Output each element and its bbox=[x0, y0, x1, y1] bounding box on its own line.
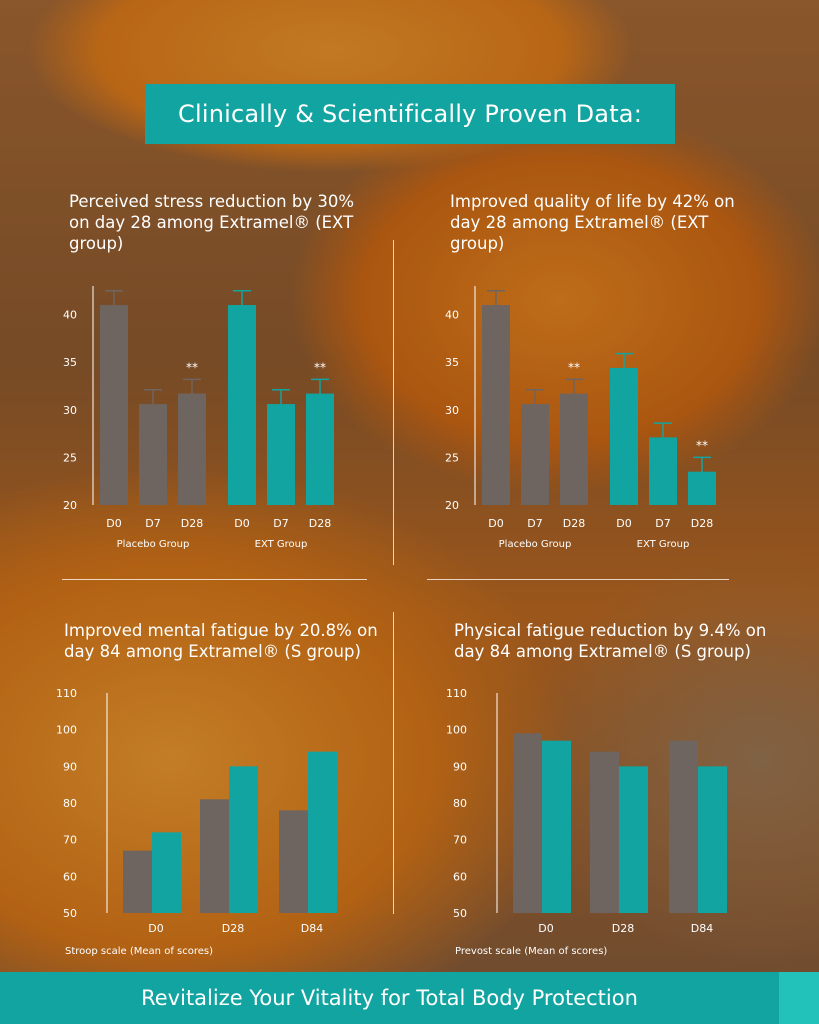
y-tick-label: 35 bbox=[63, 356, 77, 369]
bar bbox=[610, 367, 638, 505]
mental-chart-title: Improved mental fatigue by 20.8% on day … bbox=[64, 621, 378, 661]
x-tick-label: D7 bbox=[527, 517, 542, 530]
significance-marker: ** bbox=[568, 360, 580, 374]
y-tick-label: 40 bbox=[445, 309, 459, 322]
y-tick-label: 60 bbox=[63, 870, 77, 883]
y-tick-label: 35 bbox=[445, 356, 459, 369]
physical-chart-title: Physical fatigue reduction by 9.4% on da… bbox=[454, 621, 767, 661]
x-tick-label: D28 bbox=[181, 517, 203, 530]
x-tick-label: D7 bbox=[145, 517, 160, 530]
bar bbox=[542, 740, 571, 913]
y-tick-label: 100 bbox=[56, 724, 77, 737]
x-tick-label: D0 bbox=[538, 922, 553, 935]
x-tick-label: D28 bbox=[563, 517, 585, 530]
bar bbox=[139, 404, 167, 505]
group-label-ext: EXT Group bbox=[255, 539, 308, 550]
physical-chart: 50 60 70 80 90 100 110 D0 D28 D84 Prevost scale (M… bbox=[446, 687, 727, 957]
y-tick-label: 20 bbox=[445, 499, 459, 512]
bar bbox=[649, 437, 677, 505]
significance-marker: ** bbox=[314, 360, 326, 374]
bar bbox=[228, 305, 256, 505]
y-tick-label: 80 bbox=[63, 797, 77, 810]
x-tick-label: D7 bbox=[273, 517, 288, 530]
bar bbox=[619, 766, 648, 913]
divider-right-horizontal bbox=[427, 579, 729, 580]
bar bbox=[521, 404, 549, 505]
significance-marker: ** bbox=[186, 360, 198, 374]
quality-chart: 20 25 30 35 40 D0 D7 ** D28 D0 D7 ** D28 Placebo Grou… bbox=[445, 286, 716, 550]
bar bbox=[200, 799, 229, 913]
bar bbox=[482, 305, 510, 505]
header-title: Clinically & Scientifically Proven Data: bbox=[145, 84, 675, 144]
y-tick-label: 110 bbox=[446, 687, 467, 700]
y-tick-label: 90 bbox=[453, 760, 467, 773]
divider-left-horizontal bbox=[62, 579, 367, 580]
y-tick-label: 70 bbox=[453, 834, 467, 847]
bar bbox=[123, 850, 152, 913]
group-label-placebo: Placebo Group bbox=[117, 539, 190, 550]
quality-chart-title: Improved quality of life by 42% on day 2… bbox=[450, 192, 735, 253]
y-tick-label: 110 bbox=[56, 687, 77, 700]
x-tick-label: D84 bbox=[301, 922, 323, 935]
y-tick-label: 80 bbox=[453, 797, 467, 810]
bar bbox=[100, 305, 128, 505]
y-tick-label: 70 bbox=[63, 834, 77, 847]
x-tick-label: D84 bbox=[691, 922, 713, 935]
x-tick-label: D0 bbox=[148, 922, 163, 935]
x-tick-label: D28 bbox=[222, 922, 244, 935]
y-tick-label: 25 bbox=[445, 451, 459, 464]
bar bbox=[688, 471, 716, 505]
mental-chart: 50 60 70 80 90 100 110 D0 D28 D84 Stroop scale (Me… bbox=[56, 687, 337, 957]
x-tick-label: D28 bbox=[612, 922, 634, 935]
bar bbox=[178, 393, 206, 505]
bar bbox=[669, 740, 698, 913]
y-tick-label: 20 bbox=[63, 499, 77, 512]
group-label-ext: EXT Group bbox=[637, 539, 690, 550]
bar bbox=[229, 766, 258, 913]
y-tick-label: 30 bbox=[445, 404, 459, 417]
y-tick-label: 50 bbox=[453, 907, 467, 920]
x-tick-label: D0 bbox=[488, 517, 503, 530]
x-tick-label: D0 bbox=[106, 517, 121, 530]
bar bbox=[560, 393, 588, 505]
x-tick-label: D28 bbox=[691, 517, 713, 530]
bar bbox=[306, 393, 334, 505]
x-tick-label: D7 bbox=[655, 517, 670, 530]
stress-chart: 20 25 30 35 40 D0 D7 ** D28 D0 D7 ** D28 Placebo Grou… bbox=[63, 286, 334, 550]
bar bbox=[308, 751, 337, 913]
x-tick-label: D0 bbox=[616, 517, 631, 530]
x-tick-label: D28 bbox=[309, 517, 331, 530]
x-axis-label: Stroop scale (Mean of scores) bbox=[65, 946, 213, 957]
y-tick-label: 40 bbox=[63, 309, 77, 322]
divider-bottom-vertical bbox=[393, 612, 394, 914]
y-tick-label: 90 bbox=[63, 760, 77, 773]
x-axis-label: Prevost scale (Mean of scores) bbox=[455, 946, 607, 957]
y-tick-label: 50 bbox=[63, 907, 77, 920]
bar bbox=[698, 766, 727, 913]
divider-top-vertical bbox=[393, 240, 394, 565]
y-tick-label: 30 bbox=[63, 404, 77, 417]
bar bbox=[590, 751, 619, 913]
y-tick-label: 60 bbox=[453, 870, 467, 883]
group-label-placebo: Placebo Group bbox=[499, 539, 572, 550]
x-tick-label: D0 bbox=[234, 517, 249, 530]
bar bbox=[513, 733, 542, 913]
bar bbox=[279, 810, 308, 913]
y-tick-label: 100 bbox=[446, 724, 467, 737]
stress-chart-title: Perceived stress reduction by 30% on day… bbox=[69, 192, 355, 253]
significance-marker: ** bbox=[696, 438, 708, 452]
y-tick-label: 25 bbox=[63, 451, 77, 464]
footer-accent-tab bbox=[779, 972, 819, 1024]
bar bbox=[267, 404, 295, 505]
footer-tagline: Revitalize Your Vitality for Total Body … bbox=[0, 972, 779, 1024]
bar bbox=[152, 832, 181, 913]
